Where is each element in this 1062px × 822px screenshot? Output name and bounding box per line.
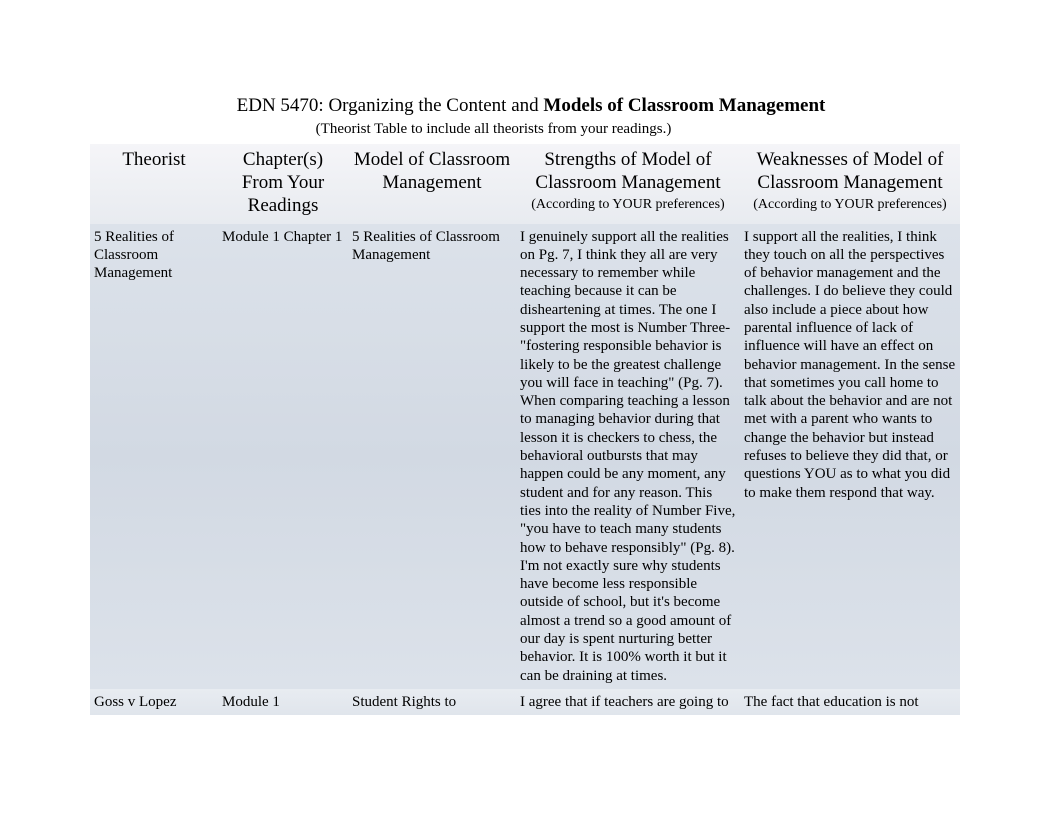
cell-chapter: Module 1 (218, 689, 348, 715)
title-main: Models of Classroom Management (543, 95, 825, 116)
cell-chapter: Module 1 Chapter 1 (218, 224, 348, 689)
header-weaknesses: Weaknesses of Model of Classroom Managem… (740, 144, 960, 224)
header-theorist: Theorist (90, 144, 218, 224)
header-weaknesses-label: Weaknesses of Model of Classroom Managem… (757, 149, 944, 193)
cell-theorist: 5 Realities of Classroom Management (90, 224, 218, 689)
document-title: EDN 5470: Organizing the Content and Mod… (0, 95, 1062, 117)
theorist-table-wrapper: Theorist Chapter(s) From Your Readings M… (90, 144, 960, 715)
cell-model: 5 Realities of Classroom Management (348, 224, 516, 689)
cell-weaknesses: The fact that education is not (740, 689, 960, 715)
header-strengths-sublabel: (According to YOUR preferences) (518, 196, 738, 213)
header-theorist-label: Theorist (122, 149, 185, 170)
header-strengths-label: Strengths of Model of Classroom Manageme… (535, 149, 720, 193)
header-model-label: Model of Classroom Management (354, 149, 510, 193)
cell-theorist: Goss v Lopez (90, 689, 218, 715)
header-chapter: Chapter(s) From Your Readings (218, 144, 348, 224)
cell-strengths: I agree that if teachers are going to (516, 689, 740, 715)
table-header-row: Theorist Chapter(s) From Your Readings M… (90, 144, 960, 224)
table-row: Goss v Lopez Module 1 Student Rights to … (90, 689, 960, 715)
header-model: Model of Classroom Management (348, 144, 516, 224)
header-chapter-label: Chapter(s) From Your Readings (242, 149, 324, 216)
theorist-table: Theorist Chapter(s) From Your Readings M… (90, 144, 960, 715)
header-weaknesses-sublabel: (According to YOUR preferences) (742, 196, 958, 213)
table-row: 5 Realities of Classroom Management Modu… (90, 224, 960, 689)
cell-weaknesses: I support all the realities, I think the… (740, 224, 960, 689)
header-strengths: Strengths of Model of Classroom Manageme… (516, 144, 740, 224)
title-prefix: EDN 5470: Organizing the Content and (237, 95, 544, 116)
cell-model: Student Rights to (348, 689, 516, 715)
document-subtitle: (Theorist Table to include all theorists… (0, 121, 1062, 138)
cell-strengths: I genuinely support all the realities on… (516, 224, 740, 689)
